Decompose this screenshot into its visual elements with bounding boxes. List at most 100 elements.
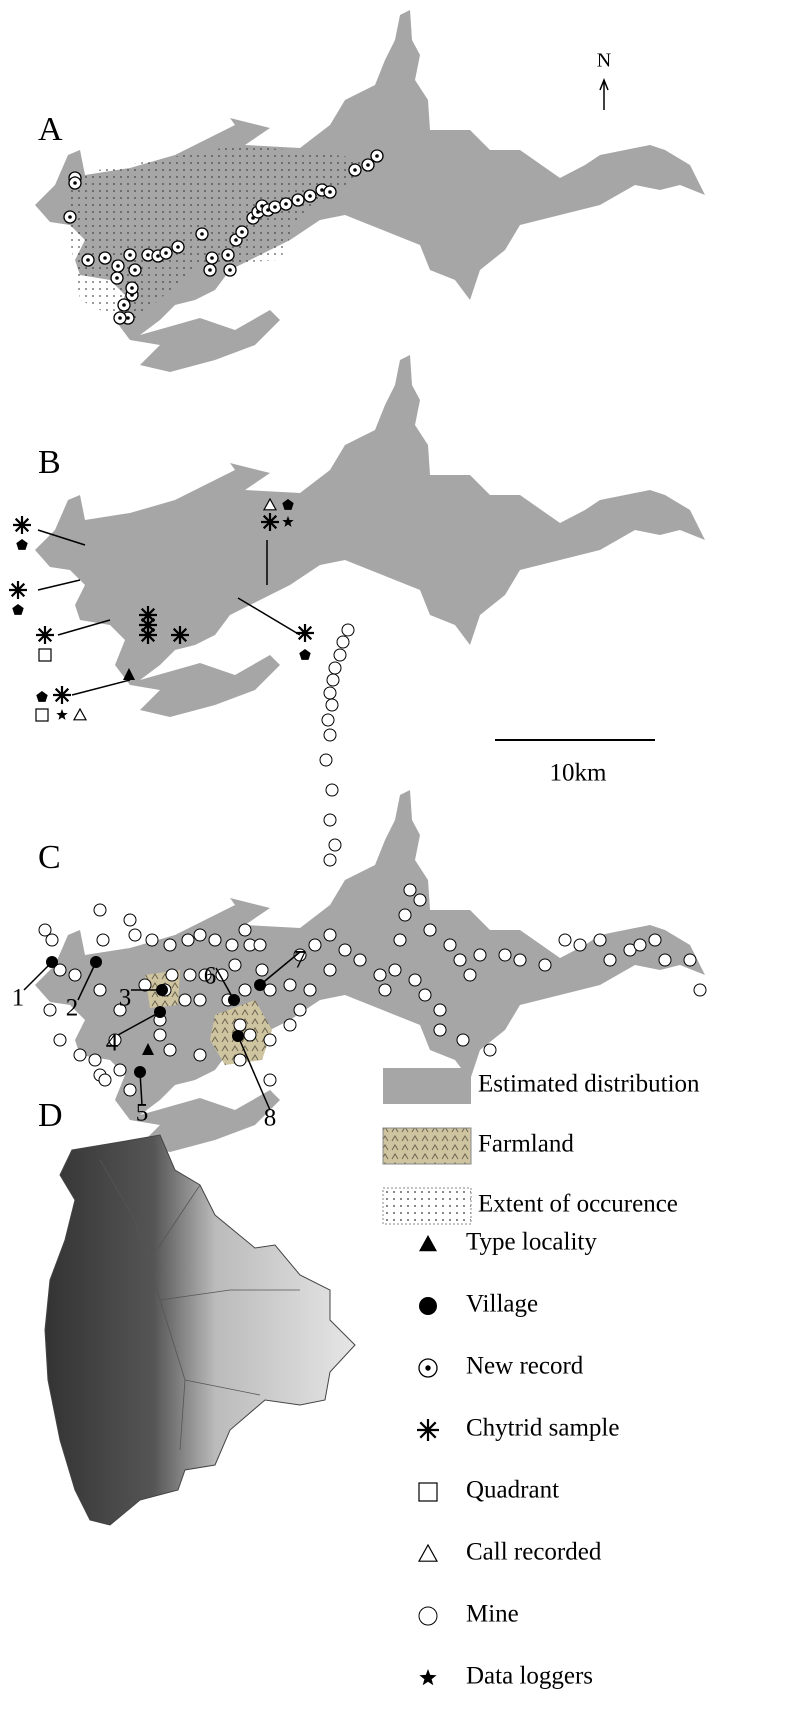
village-symbol	[419, 1297, 437, 1315]
mine-symbol	[226, 939, 238, 951]
mine-symbol	[326, 699, 338, 711]
mine-symbol	[389, 964, 401, 976]
mine-symbol	[457, 1034, 469, 1046]
legend-swatch	[383, 1068, 471, 1104]
type-locality-symbol	[419, 1235, 437, 1251]
chytrid-symbol	[296, 624, 314, 642]
north-label: N	[597, 50, 611, 72]
legend-label: Farmland	[478, 1131, 574, 1158]
new-record-dot	[284, 202, 288, 206]
village-symbol	[154, 1006, 166, 1018]
mine-symbol	[334, 649, 346, 661]
mine-symbol	[146, 934, 158, 946]
mine-symbol	[649, 934, 661, 946]
quadrant-symbol	[419, 1483, 437, 1501]
mine-symbol	[94, 984, 106, 996]
village-number: 4	[106, 1030, 119, 1057]
mine-symbol	[229, 959, 241, 971]
village-number: 1	[12, 985, 25, 1012]
village-number: 7	[294, 947, 307, 974]
chytrid-positive	[16, 539, 27, 550]
village-number: 5	[136, 1100, 149, 1127]
mine-symbol	[284, 979, 296, 991]
new-record-dot	[296, 198, 300, 202]
mine-symbol	[54, 1034, 66, 1046]
mine-symbol	[339, 944, 351, 956]
mine-symbol	[414, 894, 426, 906]
legend-label: Village	[466, 1291, 538, 1318]
mine-symbol	[194, 994, 206, 1006]
mine-symbol	[89, 1054, 101, 1066]
mine-symbol	[434, 1004, 446, 1016]
panel-label: D	[38, 1097, 63, 1134]
mine-symbol	[337, 636, 349, 648]
mine-symbol	[294, 1004, 306, 1016]
legend-label: Estimated distribution	[478, 1071, 700, 1098]
mine-symbol	[129, 929, 141, 941]
new-record-dot	[208, 268, 212, 272]
panel-label: C	[38, 839, 61, 876]
mine-symbol	[659, 954, 671, 966]
new-record-dot	[86, 258, 90, 262]
mine-symbol	[164, 939, 176, 951]
mine-symbol	[304, 984, 316, 996]
mine-symbol	[404, 884, 416, 896]
mine-symbol	[324, 729, 336, 741]
chytrid-positive	[299, 649, 310, 660]
mine-symbol	[514, 954, 526, 966]
distribution-b	[35, 355, 705, 717]
village-symbol	[156, 984, 168, 996]
chytrid-positive	[36, 691, 47, 702]
new-record-dot	[308, 194, 312, 198]
mine-symbol	[354, 954, 366, 966]
extent-area	[70, 145, 380, 325]
mine-symbol	[194, 1049, 206, 1061]
logger-symbol	[56, 709, 67, 720]
chytrid-symbol	[36, 626, 54, 644]
new-record-dot	[425, 1365, 430, 1370]
new-record-dot	[146, 253, 150, 257]
call-symbol	[419, 1545, 437, 1561]
new-record-dot	[366, 163, 370, 167]
mine-symbol	[374, 969, 386, 981]
new-record-dot	[320, 188, 324, 192]
new-record-dot	[126, 316, 130, 320]
new-record-dot	[228, 268, 232, 272]
new-record-dot	[73, 181, 77, 185]
mine-symbol	[182, 934, 194, 946]
village-symbol	[228, 994, 240, 1006]
chytrid-symbol	[139, 626, 157, 644]
mine-symbol	[326, 784, 338, 796]
mine-symbol	[694, 984, 706, 996]
mine-symbol	[209, 934, 221, 946]
new-record-dot	[133, 268, 137, 272]
mine-symbol	[684, 954, 696, 966]
mine-symbol	[166, 969, 178, 981]
new-record-dot	[68, 215, 72, 219]
new-record-dot	[176, 245, 180, 249]
legend-label: Quadrant	[466, 1477, 559, 1504]
mine-symbol	[484, 1044, 496, 1056]
new-record-dot	[103, 256, 107, 260]
mine-symbol	[239, 984, 251, 996]
mine-symbol	[46, 934, 58, 946]
north-arrow	[600, 80, 608, 110]
mine-symbol	[94, 904, 106, 916]
new-record-dot	[353, 168, 357, 172]
new-record-dot	[118, 316, 122, 320]
mine-symbol	[264, 1074, 276, 1086]
mine-symbol	[99, 1074, 111, 1086]
mine-symbol	[434, 1024, 446, 1036]
chytrid-symbol	[261, 513, 279, 531]
new-record-dot	[122, 303, 126, 307]
new-record-dot	[164, 251, 168, 255]
mine-symbol	[139, 979, 151, 991]
figure: A N B 10km C 12345678 D Estimated distri…	[0, 0, 811, 1709]
mine-symbol	[324, 929, 336, 941]
mine-symbol	[329, 662, 341, 674]
village-symbol	[90, 956, 102, 968]
mine-symbol	[234, 1054, 246, 1066]
quadrant-symbol	[39, 649, 51, 661]
mine-symbol	[309, 939, 321, 951]
mine-symbol	[74, 1049, 86, 1061]
